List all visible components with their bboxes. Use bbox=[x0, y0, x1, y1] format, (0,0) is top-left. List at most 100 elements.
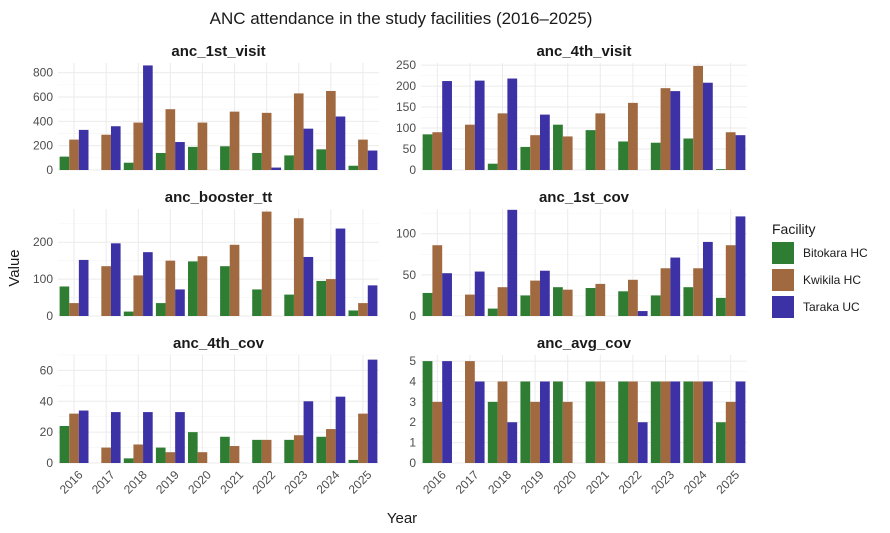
bar bbox=[670, 257, 681, 316]
bar bbox=[326, 429, 336, 463]
bar bbox=[220, 436, 230, 463]
bar bbox=[422, 292, 433, 316]
bar bbox=[683, 287, 694, 316]
bar bbox=[628, 279, 638, 316]
bar bbox=[693, 65, 703, 170]
bar bbox=[683, 138, 694, 170]
y-tick-label: 3 bbox=[409, 395, 416, 409]
bar bbox=[735, 381, 746, 463]
bar bbox=[474, 271, 485, 316]
legend-label: Kwikila HC bbox=[803, 273, 861, 287]
y-tick-label: 400 bbox=[33, 114, 53, 128]
bar bbox=[670, 91, 681, 170]
bar bbox=[303, 128, 314, 170]
bar bbox=[660, 88, 671, 170]
bar bbox=[316, 436, 327, 463]
bar bbox=[553, 124, 563, 170]
y-tick-label: 0 bbox=[46, 309, 53, 323]
panel-title: anc_4th_cov bbox=[173, 335, 265, 352]
bar bbox=[188, 146, 198, 170]
x-tick-label: 2020 bbox=[550, 468, 579, 497]
bar bbox=[507, 422, 518, 463]
y-axis-title: Value bbox=[6, 249, 23, 286]
bar bbox=[348, 459, 359, 463]
x-tick-label: 2019 bbox=[518, 468, 547, 497]
bar bbox=[252, 439, 262, 463]
x-tick-label: 2016 bbox=[57, 468, 86, 497]
bar bbox=[165, 109, 176, 170]
bar bbox=[155, 152, 166, 170]
bar bbox=[497, 287, 508, 316]
x-tick-label: 2019 bbox=[153, 468, 182, 497]
x-axis-title: Year bbox=[387, 510, 417, 527]
bar bbox=[78, 259, 89, 316]
bar bbox=[358, 413, 368, 463]
panel-title: anc_booster_tt bbox=[165, 189, 273, 206]
bar bbox=[520, 295, 531, 316]
bar bbox=[367, 285, 378, 316]
bar bbox=[725, 132, 736, 170]
bar bbox=[422, 361, 433, 463]
bar bbox=[474, 381, 485, 463]
bar bbox=[367, 150, 378, 170]
bar bbox=[59, 286, 70, 316]
bar bbox=[335, 116, 346, 170]
legend-label: Taraka UC bbox=[803, 300, 860, 314]
bar bbox=[197, 122, 208, 170]
bar bbox=[133, 444, 144, 463]
bar bbox=[316, 149, 327, 170]
bar bbox=[422, 134, 433, 170]
y-tick-label: 800 bbox=[33, 66, 53, 80]
bar bbox=[595, 113, 606, 170]
panel-anc_1st_cov: anc_1st_cov 0 50 100 bbox=[396, 189, 747, 323]
bar bbox=[553, 381, 563, 463]
bar bbox=[650, 142, 661, 170]
bar bbox=[595, 381, 606, 463]
bar bbox=[348, 310, 359, 316]
bar bbox=[442, 361, 452, 463]
y-tick-label: 60 bbox=[40, 363, 54, 377]
x-tick-label: 2024 bbox=[314, 468, 343, 497]
bar bbox=[562, 289, 573, 316]
bar bbox=[59, 425, 70, 463]
panel-title: anc_avg_cov bbox=[537, 335, 632, 352]
x-tick-label: 2021 bbox=[217, 468, 246, 497]
bar bbox=[474, 80, 485, 170]
bar bbox=[78, 129, 89, 170]
bar bbox=[539, 381, 550, 463]
y-tick-label: 100 bbox=[33, 272, 53, 286]
bar bbox=[220, 266, 230, 316]
bar bbox=[432, 401, 443, 463]
bar bbox=[133, 275, 144, 316]
bar bbox=[143, 412, 153, 463]
bar bbox=[487, 308, 498, 316]
bar bbox=[123, 311, 134, 316]
y-tick-label: 40 bbox=[40, 394, 54, 408]
x-tick-label: 2023 bbox=[282, 468, 311, 497]
bar bbox=[293, 435, 304, 463]
bar bbox=[293, 218, 304, 316]
y-tick-label: 200 bbox=[396, 79, 416, 93]
bar bbox=[507, 78, 518, 170]
bar bbox=[716, 297, 726, 316]
bar bbox=[735, 216, 746, 316]
x-tick-label: 2023 bbox=[648, 468, 677, 497]
bar bbox=[293, 93, 304, 170]
bar bbox=[188, 261, 198, 316]
bar bbox=[432, 245, 443, 316]
bar bbox=[539, 270, 550, 316]
legend-swatch bbox=[772, 242, 794, 264]
bar bbox=[683, 381, 694, 463]
x-tick-label: 2018 bbox=[121, 468, 150, 497]
bar bbox=[702, 82, 713, 170]
bar bbox=[618, 141, 629, 170]
panel-anc_booster_tt: anc_booster_tt 0 100 200 bbox=[33, 189, 379, 323]
bar bbox=[585, 288, 596, 316]
legend: Facility Bitokara HC Kwikila HC Taraka UC bbox=[772, 221, 868, 318]
y-tick-label: 4 bbox=[409, 374, 416, 388]
bar bbox=[530, 135, 540, 170]
bar bbox=[628, 381, 638, 463]
panel-title: anc_1st_visit bbox=[171, 43, 265, 60]
bar bbox=[585, 130, 596, 170]
